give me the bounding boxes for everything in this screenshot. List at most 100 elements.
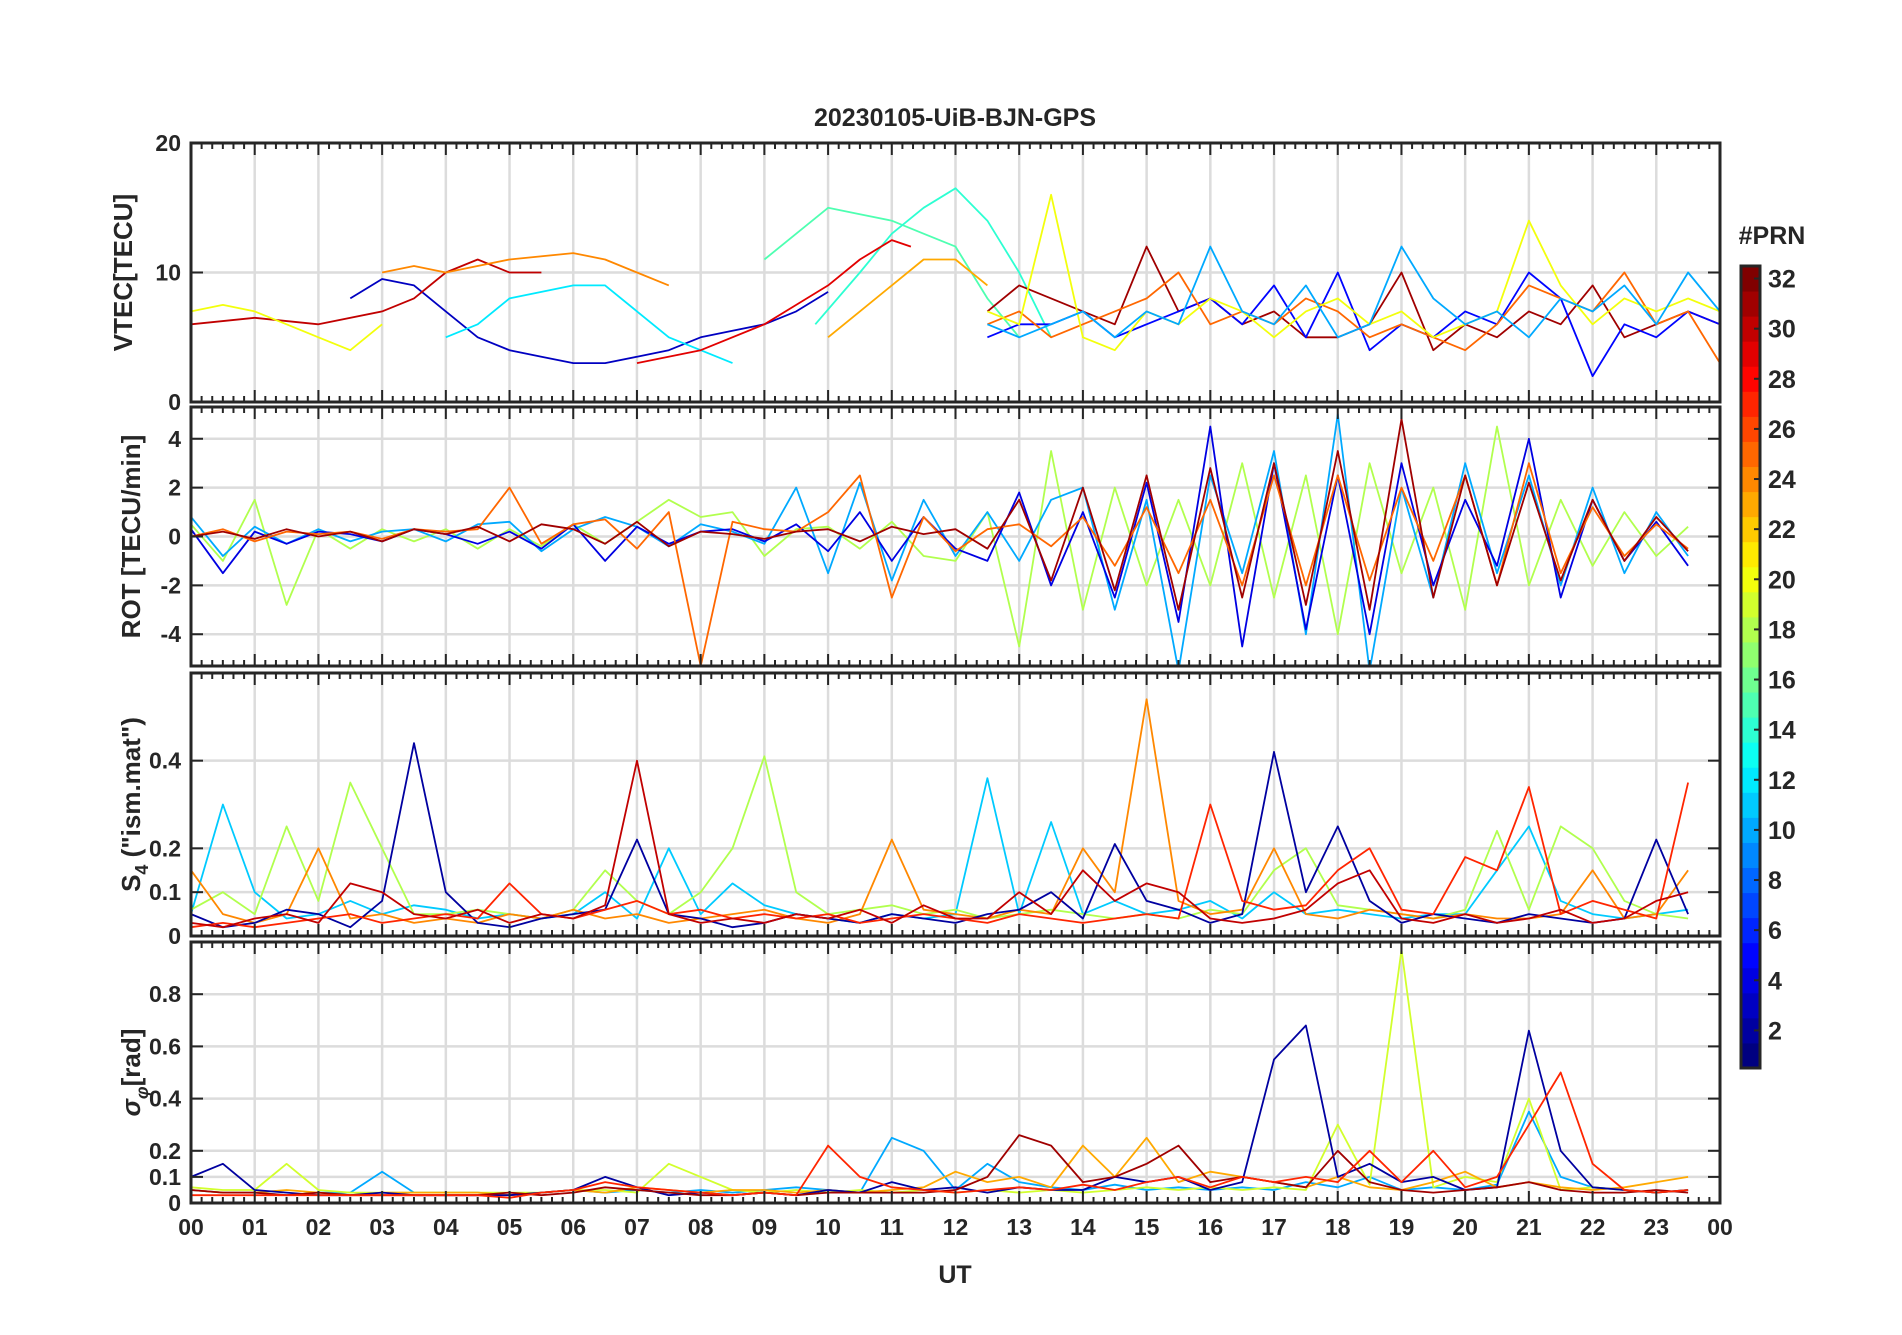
series-prn-24 xyxy=(191,698,1689,924)
y-tick-label: 0.1 xyxy=(149,879,181,905)
series-prn-27 xyxy=(191,782,1689,929)
series-group xyxy=(191,187,1720,378)
panel-s4: 0 0.1 0.2 0.4S4 ("ism.mat") xyxy=(116,671,1722,949)
colorbar-tick-label: 6 xyxy=(1768,917,1782,945)
colorbar-tick-label: 32 xyxy=(1768,266,1796,294)
x-tick-label: 22 xyxy=(1580,1214,1606,1240)
y-tick-label: 0.8 xyxy=(149,981,181,1007)
x-tick-label: 13 xyxy=(1006,1214,1032,1240)
series-group xyxy=(191,698,1689,929)
x-tick-label: 17 xyxy=(1261,1214,1287,1240)
series-group xyxy=(191,948,1689,1199)
colorbar-level xyxy=(1741,366,1760,392)
series-prn-19 xyxy=(191,948,1689,1194)
y-tick-label: 4 xyxy=(168,426,181,452)
colorbar-level xyxy=(1741,767,1760,793)
series-prn-14 xyxy=(814,187,1052,338)
series-group xyxy=(191,413,1689,666)
y-tick-label: 0 xyxy=(168,1190,181,1216)
x-tick-label: 04 xyxy=(433,1214,459,1240)
series-prn-2 xyxy=(191,742,1689,929)
x-tick-label: 20 xyxy=(1452,1214,1478,1240)
x-tick-label: 21 xyxy=(1516,1214,1542,1240)
series-prn-20 xyxy=(987,193,1720,352)
chart-title: 20230105-UiB-BJN-GPS xyxy=(814,104,1096,132)
colorbar-level xyxy=(1741,717,1760,743)
x-tick-label: 15 xyxy=(1134,1214,1160,1240)
colorbar-level xyxy=(1741,516,1760,543)
colorbar-level xyxy=(1741,792,1760,818)
colorbar-tick-label: 22 xyxy=(1768,516,1796,544)
y-tick-label: 0.2 xyxy=(149,835,181,861)
colorbar-level xyxy=(1741,316,1760,342)
y-tick-label: 0 xyxy=(168,524,181,550)
x-tick-label: 09 xyxy=(752,1214,778,1240)
colorbar-level xyxy=(1741,1017,1760,1044)
series-prn-30 xyxy=(191,759,1689,929)
panel-vtec: 0 10 20 VTEC[TECU] xyxy=(108,130,1722,415)
colorbar-level xyxy=(1741,266,1760,292)
colorbar-tick-label: 18 xyxy=(1768,616,1796,644)
panel-sigma-phi: 00.10.2 0.4 0.6 0.8 σφ[rad] 00 01 02 03 04 05 06 07 0… xyxy=(116,940,1733,1240)
colorbar-level xyxy=(1741,667,1760,693)
colorbar-tick-label: 12 xyxy=(1768,767,1796,795)
x-tick-label: 01 xyxy=(242,1214,268,1240)
series-prn-23 xyxy=(191,1136,1689,1197)
x-tick-label: 12 xyxy=(943,1214,969,1240)
y-tick-label: 0.4 xyxy=(149,748,181,774)
panel-rot: -4 -2 0 2 4 ROT [TECU/min] xyxy=(116,405,1722,668)
colorbar-level xyxy=(1741,842,1760,868)
y-axis-label: VTEC[TECU] xyxy=(108,194,138,351)
x-tick-label: 02 xyxy=(306,1214,332,1240)
x-tick-label: 11 xyxy=(880,1214,905,1240)
series-prn-3 xyxy=(349,278,829,365)
colorbar-level xyxy=(1741,817,1760,843)
colorbar-level xyxy=(1741,566,1760,593)
y-axis-label: S4 ("ism.mat") xyxy=(116,717,152,892)
colorbar-level xyxy=(1741,541,1760,568)
colorbar-tick-label: 4 xyxy=(1768,967,1782,995)
y-tick-label: -4 xyxy=(161,621,182,647)
series-prn-31 xyxy=(191,418,1689,611)
series-prn-29 xyxy=(636,239,912,364)
y-tick-label: 10 xyxy=(155,260,181,286)
x-tick-label: 06 xyxy=(560,1214,586,1240)
x-axis-label: UT xyxy=(938,1261,971,1289)
colorbar-tick-label: 2 xyxy=(1768,1017,1782,1045)
series-prn-18 xyxy=(191,755,1689,920)
x-tick-label: 03 xyxy=(369,1214,395,1240)
series-prn-15 xyxy=(763,206,1020,338)
x-tick-label: 00 xyxy=(1707,1214,1733,1240)
x-tick-label: 14 xyxy=(1070,1214,1096,1240)
colorbar-tick-label: 16 xyxy=(1768,667,1796,695)
x-tick-label: 18 xyxy=(1325,1214,1351,1240)
colorbar-level xyxy=(1741,967,1760,994)
colorbar-level xyxy=(1741,992,1760,1019)
x-tick-label: 05 xyxy=(497,1214,523,1240)
y-tick-label: 0.4 xyxy=(149,1086,181,1112)
colorbar-level xyxy=(1741,616,1760,643)
colorbar-level xyxy=(1741,441,1760,467)
colorbar-frame xyxy=(1739,264,1762,1070)
series-prn-11 xyxy=(191,777,1689,924)
series-prn-24 xyxy=(381,252,670,287)
colorbar-tick-label: 24 xyxy=(1768,466,1796,494)
series-prn-25 xyxy=(987,271,1720,364)
x-tick-label: 00 xyxy=(178,1214,204,1240)
colorbar-level xyxy=(1741,692,1760,718)
y-tick-label: -2 xyxy=(161,572,181,598)
y-tick-label: 2 xyxy=(168,475,181,501)
colorbar-level xyxy=(1741,416,1760,442)
series-prn-27 xyxy=(191,1071,1689,1199)
series-prn-10 xyxy=(987,245,1720,339)
colorbar-title: #PRN xyxy=(1739,222,1806,250)
x-tick-label: 19 xyxy=(1389,1214,1415,1240)
colorbar-level xyxy=(1741,917,1760,944)
colorbar-level xyxy=(1741,892,1760,919)
y-axis-label: σφ[rad] xyxy=(116,1029,152,1117)
colorbar-level xyxy=(1741,341,1760,367)
colorbar-level xyxy=(1741,641,1760,668)
colorbar-tick-label: 30 xyxy=(1768,316,1796,344)
